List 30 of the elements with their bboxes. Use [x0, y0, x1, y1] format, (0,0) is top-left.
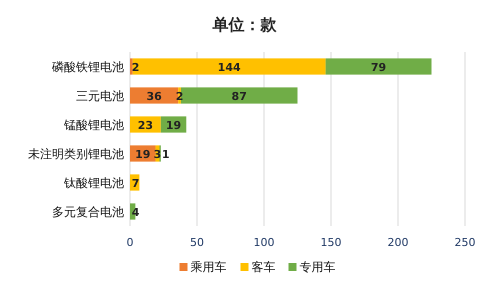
- y-tick-label: 钛酸锂电池: [63, 176, 124, 190]
- x-tick-label: 200: [388, 236, 408, 249]
- legend-label: 客车: [252, 260, 276, 274]
- bar: [132, 58, 326, 75]
- x-tick-label: 50: [190, 236, 204, 249]
- bar: [130, 58, 133, 75]
- data-label: 19: [166, 119, 182, 132]
- data-label: 87: [232, 90, 247, 103]
- data-label: 7: [132, 177, 140, 190]
- x-tick-label: 150: [320, 236, 342, 249]
- data-label: 36: [146, 90, 162, 103]
- data-label: 23: [138, 119, 154, 132]
- y-tick-label: 三元电池: [76, 89, 124, 103]
- data-label: 79: [370, 61, 386, 74]
- data-label: 144: [218, 61, 241, 74]
- legend-label: 乘用车: [190, 260, 226, 274]
- x-tick-label: 250: [454, 236, 476, 249]
- bar: [326, 58, 432, 75]
- x-tick-label: 100: [254, 236, 274, 249]
- y-tick-label: 锰酸锂电池: [63, 118, 124, 132]
- x-tick-label: 0: [126, 236, 134, 249]
- data-label: 2: [132, 61, 140, 74]
- y-tick-label: 多元复合电池: [52, 205, 124, 219]
- data-label: 1: [162, 148, 170, 161]
- chart-title: 单位：款: [212, 15, 278, 34]
- legend-label: 专用车: [300, 260, 336, 274]
- data-label: 19: [135, 148, 150, 161]
- y-tick-label: 磷酸铁锂电池: [51, 60, 124, 74]
- y-tick-label: 未注明类别锂电池: [28, 147, 124, 161]
- bar: [180, 87, 298, 104]
